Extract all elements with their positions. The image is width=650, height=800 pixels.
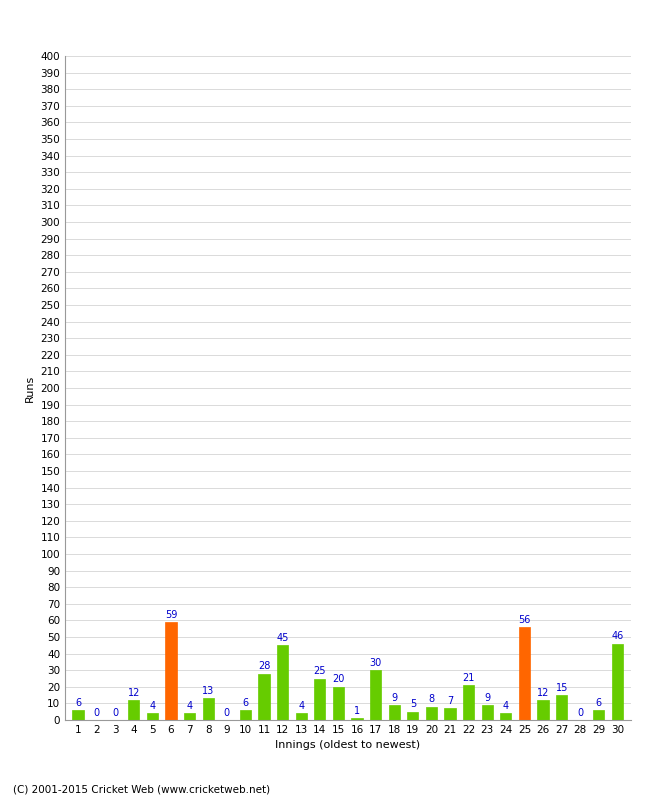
Text: 12: 12: [127, 687, 140, 698]
Text: 15: 15: [556, 682, 568, 693]
Text: 0: 0: [112, 707, 118, 718]
Text: 6: 6: [596, 698, 602, 707]
Text: 0: 0: [577, 707, 583, 718]
Bar: [352, 718, 363, 720]
Bar: [389, 705, 400, 720]
Bar: [408, 712, 419, 720]
Text: 21: 21: [463, 673, 475, 682]
Bar: [556, 695, 567, 720]
Text: 0: 0: [94, 707, 99, 718]
Bar: [538, 700, 549, 720]
Bar: [482, 705, 493, 720]
Text: 7: 7: [447, 696, 453, 706]
Bar: [277, 646, 288, 720]
X-axis label: Innings (oldest to newest): Innings (oldest to newest): [275, 741, 421, 750]
Bar: [593, 710, 604, 720]
Text: 4: 4: [150, 701, 155, 711]
Text: 4: 4: [187, 701, 192, 711]
Bar: [426, 706, 437, 720]
Text: 6: 6: [75, 698, 81, 707]
Bar: [184, 714, 195, 720]
Text: 59: 59: [165, 610, 177, 619]
Text: 12: 12: [537, 687, 549, 698]
Bar: [259, 674, 270, 720]
Text: 20: 20: [332, 674, 345, 684]
Text: 8: 8: [428, 694, 434, 704]
Bar: [612, 644, 623, 720]
Bar: [296, 714, 307, 720]
Text: 56: 56: [518, 614, 530, 625]
Bar: [314, 678, 326, 720]
Bar: [166, 622, 177, 720]
Text: 28: 28: [258, 661, 270, 671]
Text: 25: 25: [313, 666, 326, 676]
Bar: [445, 708, 456, 720]
Bar: [333, 686, 344, 720]
Bar: [500, 714, 512, 720]
Text: 9: 9: [391, 693, 397, 702]
Text: 6: 6: [242, 698, 248, 707]
Bar: [72, 710, 84, 720]
Bar: [240, 710, 251, 720]
Text: 1: 1: [354, 706, 360, 716]
Text: (C) 2001-2015 Cricket Web (www.cricketweb.net): (C) 2001-2015 Cricket Web (www.cricketwe…: [13, 784, 270, 794]
Bar: [203, 698, 214, 720]
Bar: [147, 714, 158, 720]
Bar: [370, 670, 382, 720]
Bar: [463, 685, 474, 720]
Bar: [128, 700, 139, 720]
Text: 5: 5: [410, 699, 416, 710]
Y-axis label: Runs: Runs: [25, 374, 35, 402]
Text: 30: 30: [370, 658, 382, 668]
Text: 0: 0: [224, 707, 230, 718]
Text: 46: 46: [612, 631, 623, 641]
Text: 13: 13: [202, 686, 215, 696]
Text: 4: 4: [503, 701, 509, 711]
Text: 9: 9: [484, 693, 490, 702]
Bar: [519, 627, 530, 720]
Text: 45: 45: [276, 633, 289, 643]
Text: 4: 4: [298, 701, 304, 711]
